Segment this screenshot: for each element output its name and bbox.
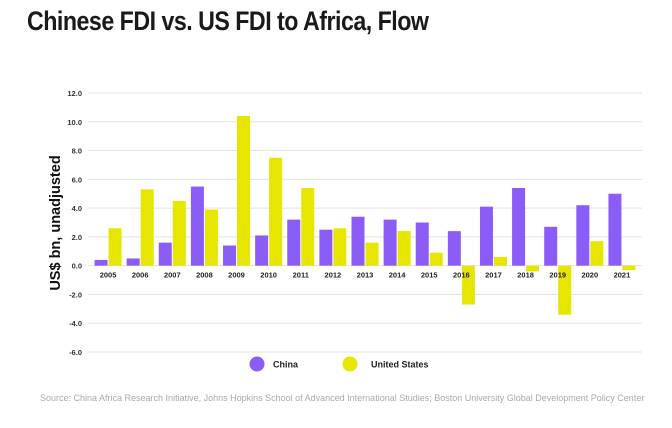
bars [94,116,636,315]
x-tick-label: 2019 [549,271,566,280]
x-tick-label: 2009 [228,271,245,280]
china-bar-2018 [512,187,526,266]
x-axis-ticks: 2005 2006 2007 2008 2009 2010 2011 2012 2013 2014… [100,271,631,280]
y-tick-label: 4.0 [72,204,82,213]
us-bar-2021 [622,265,636,270]
china-legend-label: China [273,360,299,370]
x-tick-label: 2006 [132,271,149,280]
china-bar-2010 [255,235,269,266]
china-legend-swatch [249,356,265,372]
y-axis-label: US$ bn, unadjusted [48,155,64,290]
us-bar-2012 [333,228,347,266]
y-tick-label: 8.0 [72,147,82,156]
x-tick-label: 2007 [164,271,181,280]
china-bar-2014 [383,219,397,266]
us-bar-2005 [108,228,122,266]
x-tick-label: 2014 [389,271,407,280]
x-tick-label: 2012 [325,271,342,280]
y-tick-label: 12.0 [67,89,82,98]
us-legend-swatch [342,356,358,372]
us-bar-2009 [237,116,251,266]
x-tick-label: 2017 [485,271,502,280]
china-bar-2009 [223,245,237,266]
us-bar-2010 [269,157,283,266]
x-tick-label: 2010 [260,271,277,280]
china-bar-2005 [94,259,108,266]
china-bar-2020 [576,205,590,266]
x-tick-label: 2005 [100,271,117,280]
y-tick-label: 0.0 [72,262,82,271]
china-bar-2021 [608,193,622,266]
china-bar-2016 [447,231,461,266]
china-bar-2012 [319,229,333,266]
source-note: Source: China Africa Research Initiative… [40,393,645,403]
china-bar-2017 [479,206,493,266]
us-bar-2011 [301,187,315,266]
x-tick-label: 2020 [581,271,598,280]
legend: China United States [249,356,429,372]
us-bar-2006 [140,189,154,266]
us-bar-2019 [558,265,572,315]
china-bar-2008 [190,186,204,266]
us-bar-2007 [172,200,186,266]
china-bar-2015 [415,222,429,266]
x-tick-label: 2015 [421,271,438,280]
us-bar-2008 [204,209,218,266]
us-bar-2014 [397,231,411,266]
y-tick-label: -2.0 [69,290,82,299]
x-tick-label: 2016 [453,271,470,280]
us-legend-label: United States [371,360,429,370]
china-bar-2013 [351,216,365,266]
x-tick-label: 2013 [357,271,374,280]
y-tick-label: -4.0 [69,319,82,328]
china-bar-2007 [158,242,172,266]
y-tick-label: 10.0 [67,118,82,127]
china-bar-2006 [126,258,140,266]
us-bar-2015 [429,252,443,266]
y-tick-label: 6.0 [72,175,82,184]
china-bar-2019 [544,226,558,266]
y-tick-label: 2.0 [72,233,82,242]
china-bar-2011 [287,219,301,266]
x-tick-label: 2018 [517,271,534,280]
x-tick-label: 2011 [293,271,309,280]
chart-title: Chinese FDI vs. US FDI to Africa, Flow [27,6,429,36]
us-bar-2018 [526,265,540,272]
us-bar-2016 [461,265,475,305]
us-bar-2013 [365,242,379,266]
y-axis-ticks: 12.0 10.0 8.0 6.0 4.0 2.0 0.0 -2.0 -4.0 -6.0 [67,89,82,357]
x-tick-label: 2021 [614,271,631,280]
y-tick-label: -6.0 [69,348,82,357]
us-bar-2017 [493,257,507,266]
x-tick-label: 2008 [196,271,213,280]
us-bar-2020 [590,241,604,266]
